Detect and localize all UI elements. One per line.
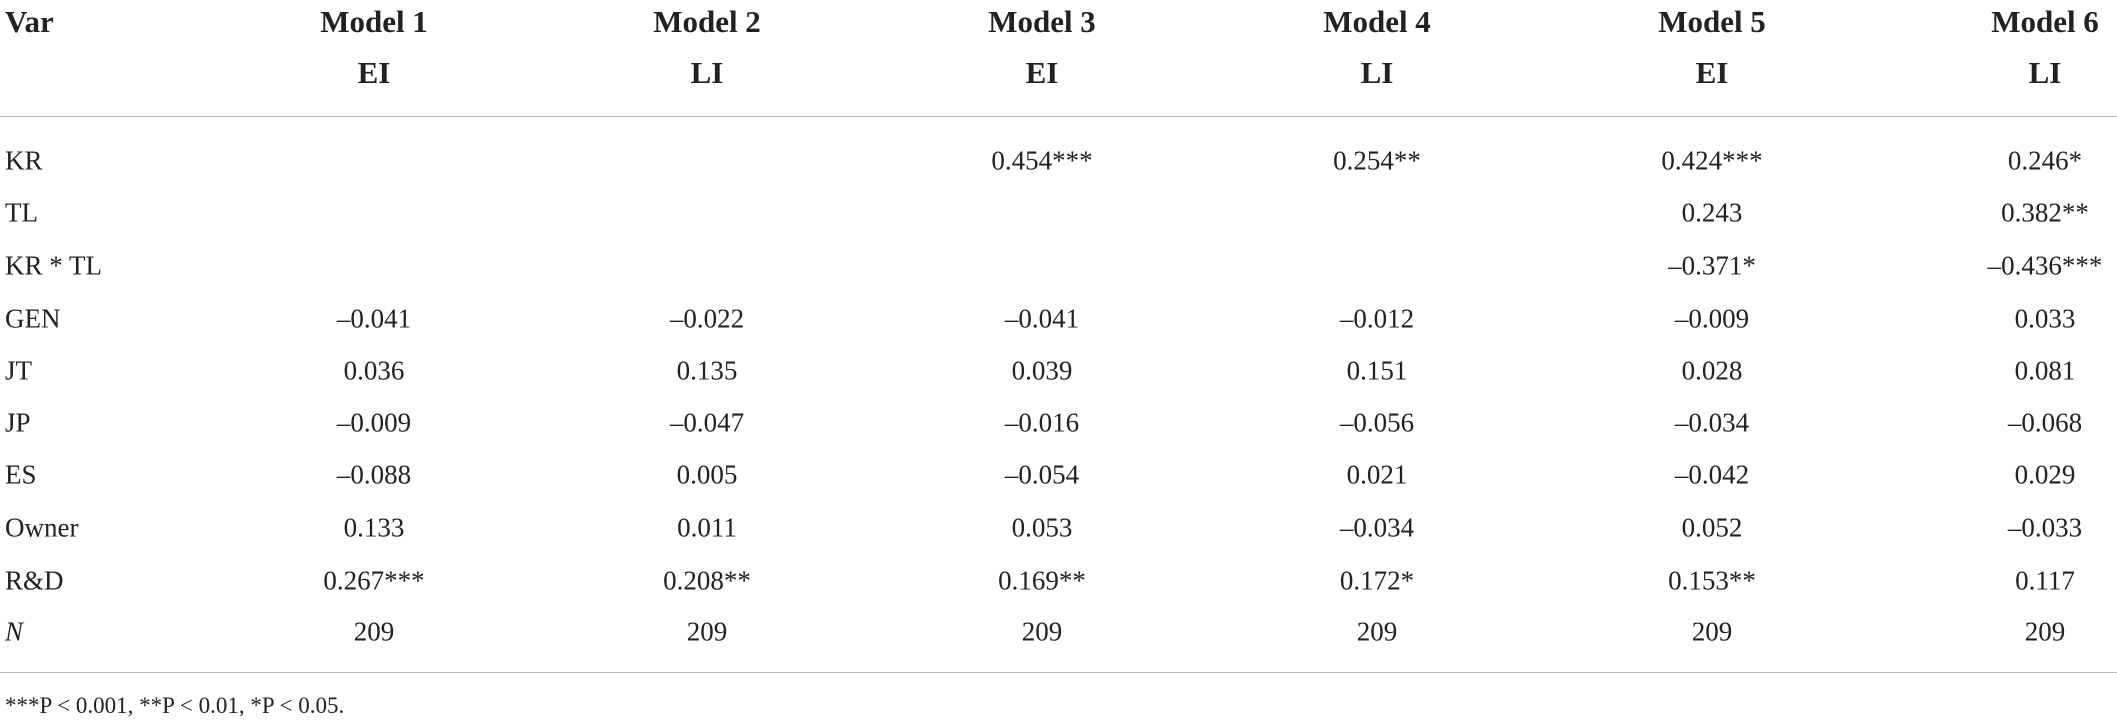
row-label: N — [5, 616, 24, 647]
cell-value: –0.042 — [1674, 459, 1750, 490]
cell-value: 0.033 — [2014, 303, 2076, 334]
cell-value: –0.009 — [1674, 303, 1750, 334]
row-label: ES — [5, 459, 37, 490]
cell-value: –0.054 — [1004, 459, 1080, 490]
row-label: GEN — [5, 303, 61, 334]
header-rule — [0, 116, 2117, 117]
cell-value: –0.033 — [2007, 512, 2083, 543]
cell-value: 0.153** — [1668, 565, 1756, 596]
cell-value: 0.254** — [1333, 145, 1421, 176]
header-model: Model 4 — [1323, 4, 1431, 39]
cell-value: 0.005 — [676, 459, 738, 490]
cell-value: –0.041 — [336, 303, 412, 334]
cell-value: 0.169** — [998, 565, 1086, 596]
cell-value: 0.011 — [677, 512, 737, 543]
cell-value: 0.243 — [1681, 197, 1743, 228]
cell-value: 209 — [353, 616, 395, 647]
row-label: JP — [5, 407, 31, 438]
cell-value: 0.382** — [2001, 197, 2089, 228]
cell-value: 209 — [686, 616, 728, 647]
header-model: Model 1 — [320, 4, 428, 39]
cell-value: 0.052 — [1681, 512, 1743, 543]
cell-value: 0.117 — [2015, 565, 2075, 596]
cell-value: 0.454*** — [991, 145, 1093, 176]
header-model: Model 2 — [653, 4, 761, 39]
cell-value: –0.088 — [336, 459, 412, 490]
header-dependent: EI — [1025, 55, 1059, 90]
cell-value: 0.028 — [1681, 355, 1743, 386]
header-var: Var — [5, 4, 54, 39]
cell-value: 209 — [1356, 616, 1398, 647]
cell-value: 0.081 — [2014, 355, 2076, 386]
cell-value: 0.039 — [1011, 355, 1073, 386]
header-model: Model 3 — [988, 4, 1096, 39]
cell-value: 0.135 — [676, 355, 738, 386]
cell-value: 0.053 — [1011, 512, 1073, 543]
cell-value: 0.267*** — [323, 565, 425, 596]
header-dependent: EI — [357, 55, 391, 90]
cell-value: –0.012 — [1339, 303, 1415, 334]
header-model: Model 6 — [1991, 4, 2099, 39]
cell-value: –0.034 — [1339, 512, 1415, 543]
row-label: JT — [5, 355, 32, 386]
cell-value: 0.133 — [343, 512, 405, 543]
cell-value: 0.151 — [1346, 355, 1408, 386]
cell-value: 0.172* — [1339, 565, 1415, 596]
cell-value: –0.022 — [669, 303, 745, 334]
cell-value: –0.371* — [1668, 250, 1756, 281]
cell-value: 0.021 — [1346, 459, 1408, 490]
footnote: ***P < 0.001, **P < 0.01, *P < 0.05. — [5, 693, 345, 718]
header-dependent: EI — [1695, 55, 1729, 90]
cell-value: –0.041 — [1004, 303, 1080, 334]
cell-value: 209 — [2024, 616, 2066, 647]
header-dependent: LI — [690, 55, 724, 90]
cell-value: 0.424*** — [1661, 145, 1763, 176]
header-dependent: LI — [2028, 55, 2062, 90]
row-label: R&D — [5, 565, 64, 596]
cell-value: –0.056 — [1339, 407, 1415, 438]
cell-value: –0.016 — [1004, 407, 1080, 438]
cell-value: 0.246* — [2007, 145, 2083, 176]
row-label: KR * TL — [5, 250, 103, 281]
row-label: Owner — [5, 512, 79, 543]
cell-value: 0.029 — [2014, 459, 2076, 490]
bottom-rule — [0, 672, 2117, 673]
cell-value: –0.436*** — [1987, 250, 2103, 281]
cell-value: –0.068 — [2007, 407, 2083, 438]
header-dependent: LI — [1360, 55, 1394, 90]
header-model: Model 5 — [1658, 4, 1766, 39]
cell-value: –0.034 — [1674, 407, 1750, 438]
cell-value: 0.036 — [343, 355, 405, 386]
cell-value: 209 — [1021, 616, 1063, 647]
row-label: TL — [5, 197, 38, 228]
cell-value: 0.208** — [663, 565, 751, 596]
cell-value: –0.009 — [336, 407, 412, 438]
cell-value: –0.047 — [669, 407, 745, 438]
row-label: KR — [5, 145, 43, 176]
cell-value: 209 — [1691, 616, 1733, 647]
